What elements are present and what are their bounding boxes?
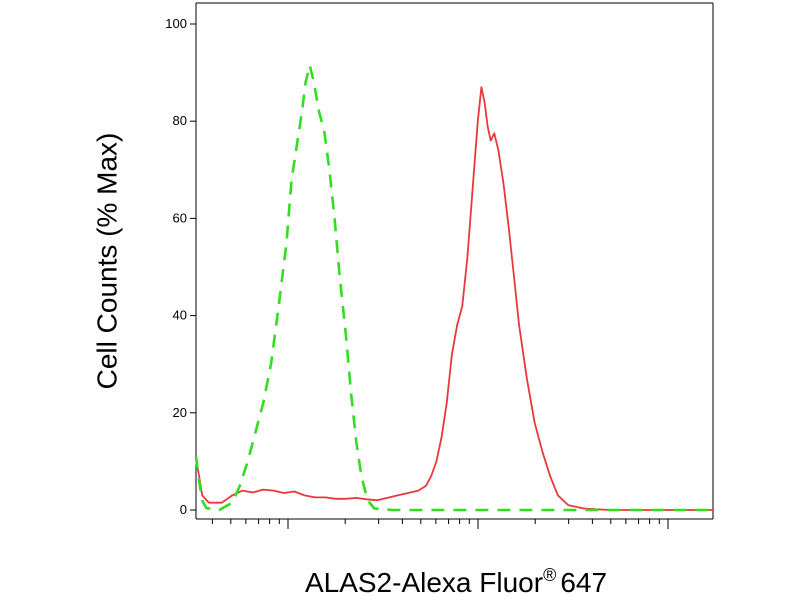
histogram-series-1: [195, 86, 713, 511]
y-tick-label: 40: [173, 308, 187, 323]
x-ticks: [211, 519, 669, 529]
y-axis-title: Cell Counts (% Max): [91, 133, 122, 390]
x-axis-title-suffix: 647: [560, 567, 607, 598]
y-tick-label: 0: [180, 502, 187, 517]
x-axis-title-main: ALAS2-Alexa Fluor: [305, 567, 543, 598]
x-axis-title-superscript: ®: [543, 565, 556, 585]
y-tick-label: 100: [165, 16, 187, 31]
y-tick-label: 80: [173, 113, 187, 128]
histogram-series-2: [194, 64, 713, 512]
y-ticks: 0 20 40 60 80 100: [165, 16, 196, 517]
x-axis-title: ALAS2-Alexa Fluor® 647: [305, 565, 607, 598]
y-tick-label: 20: [173, 405, 187, 420]
series-layer: [194, 64, 713, 512]
plot-frame: [195, 2, 714, 520]
y-tick-label: 60: [173, 210, 187, 225]
